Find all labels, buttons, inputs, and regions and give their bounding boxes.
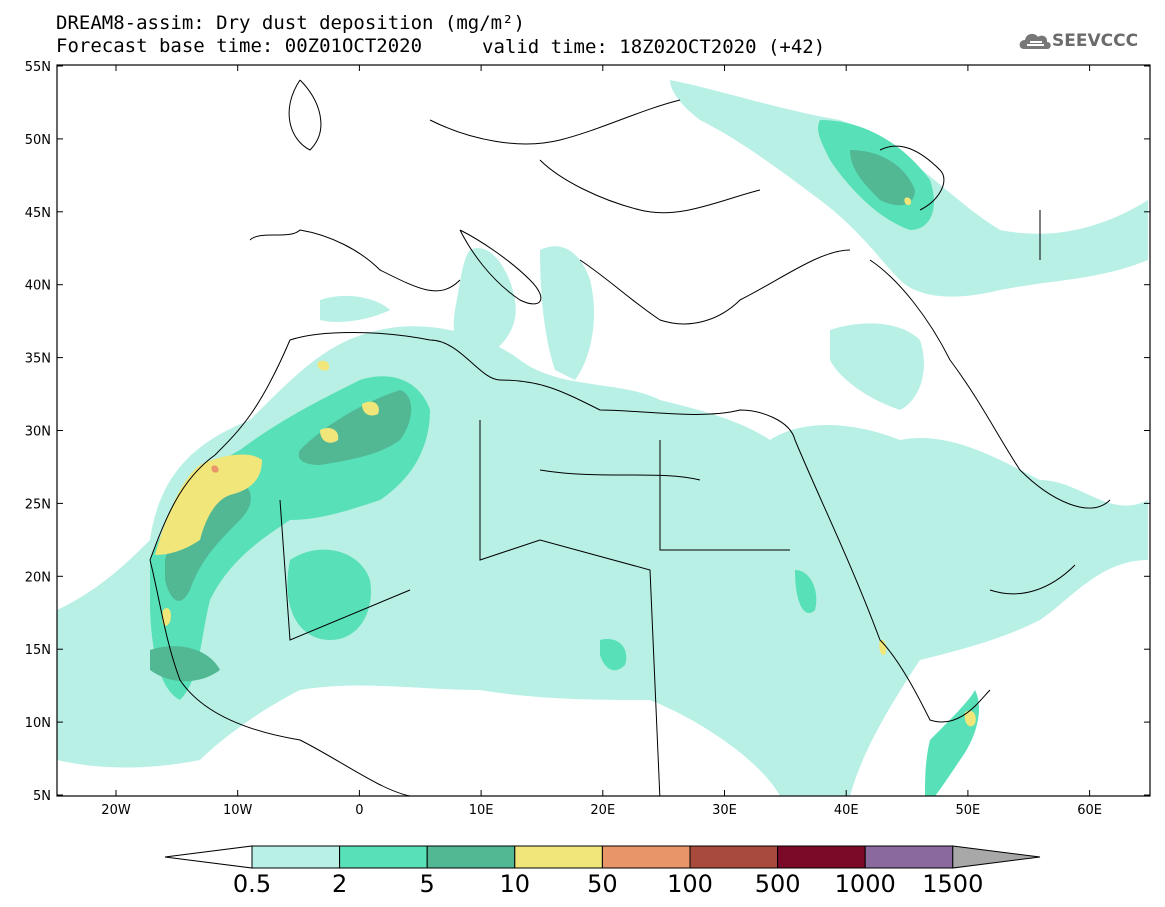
lon-tick-label: 30E <box>712 803 737 818</box>
lat-tick-label: 30N <box>25 425 51 440</box>
colorbar-label: 2 <box>331 870 348 898</box>
lon-tick-label: 10W <box>223 803 253 818</box>
colorbar-segment <box>339 845 428 869</box>
lat-tick-label: 20N <box>25 570 51 585</box>
colorbar-label: 500 <box>754 870 801 898</box>
colorbar-high-arrow <box>952 845 1041 869</box>
lat-tick-label: 35N <box>25 352 51 367</box>
colorbar-label: 0.5 <box>232 870 272 898</box>
colorbar-segment <box>689 845 779 869</box>
colorbar-segment <box>601 845 691 869</box>
colorbar-label: 10 <box>499 870 531 898</box>
forecast-base-time: Forecast base time: 00Z01OCT2020 <box>56 35 423 57</box>
colorbar-low-arrow <box>164 845 253 869</box>
lon-tick-label: 20E <box>590 803 615 818</box>
colorbar <box>164 845 1041 869</box>
colorbar-label: 1500 <box>922 870 984 898</box>
lon-tick-label: 20W <box>101 803 131 818</box>
colorbar-label: 1000 <box>834 870 896 898</box>
lat-tick-label: 15N <box>25 643 51 658</box>
colorbar-label: 50 <box>587 870 618 898</box>
latitude-axis: 55N 50N 45N 40N 35N 30N 25N 20N 15N 10N 5N <box>25 60 1150 804</box>
lon-tick-label: 0 <box>355 803 363 818</box>
dust-field <box>57 80 1148 796</box>
colorbar-segment <box>251 845 341 869</box>
map-title: DREAM8-assim: Dry dust deposition (mg/m²… <box>56 12 525 34</box>
lat-tick-label: 10N <box>25 716 51 731</box>
lat-tick-label: 55N <box>25 60 51 75</box>
lat-tick-label: 5N <box>33 789 51 804</box>
lon-tick-label: 10E <box>469 803 494 818</box>
colorbar-label: 5 <box>419 870 435 898</box>
lat-tick-label: 40N <box>25 279 51 294</box>
lat-tick-label: 45N <box>25 206 51 221</box>
lat-tick-label: 25N <box>25 497 51 512</box>
lon-tick-label: 60E <box>1077 803 1102 818</box>
valid-time: valid time: 18Z02OCT2020 (+42) <box>482 36 826 58</box>
cloud-icon <box>1019 33 1051 49</box>
lon-tick-label: 50E <box>956 803 981 818</box>
lat-tick-label: 50N <box>25 133 51 148</box>
colorbar-label: 100 <box>667 870 713 898</box>
colorbar-segment <box>514 845 603 869</box>
seevccc-logo: SEEVCCC <box>1052 31 1139 51</box>
longitude-axis: 20W 10W 0 10E 20E 30E 40E 50E 60E <box>101 65 1102 818</box>
colorbar-segment <box>426 845 516 869</box>
colorbar-segment <box>777 845 866 869</box>
coastlines <box>149 79 1111 796</box>
colorbar-segment <box>864 845 954 869</box>
lon-tick-label: 40E <box>834 803 859 818</box>
